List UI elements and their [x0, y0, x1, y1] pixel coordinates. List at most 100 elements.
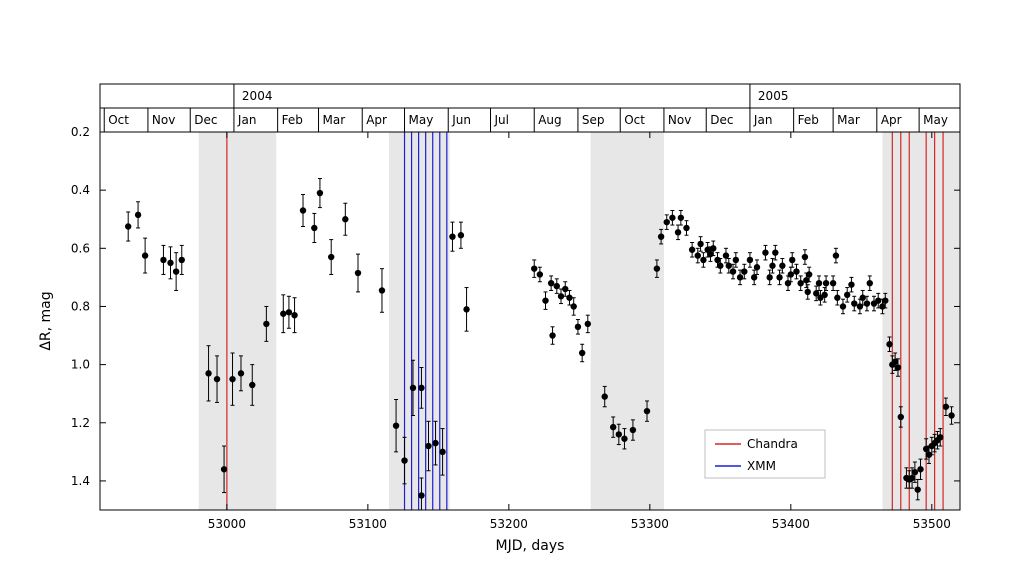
month-label: Jun	[451, 113, 471, 127]
data-point	[707, 251, 713, 257]
svg-text:53300: 53300	[631, 517, 669, 531]
data-point	[458, 232, 464, 238]
data-point	[221, 466, 227, 472]
data-point	[797, 280, 803, 286]
data-point	[697, 241, 703, 247]
data-point	[779, 263, 785, 269]
data-point	[788, 271, 794, 277]
month-label: May	[409, 113, 434, 127]
data-point	[723, 252, 729, 258]
month-label: Dec	[710, 113, 733, 127]
data-point	[898, 414, 904, 420]
data-point	[886, 341, 892, 347]
data-point	[895, 364, 901, 370]
shaded-region	[882, 132, 960, 510]
month-label: Jul	[494, 113, 509, 127]
data-point	[425, 443, 431, 449]
data-point	[214, 376, 220, 382]
data-point	[173, 268, 179, 274]
svg-text:0.2: 0.2	[71, 125, 90, 139]
data-point	[291, 312, 297, 318]
data-point	[379, 287, 385, 293]
legend-item-label: XMM	[747, 459, 776, 473]
data-point	[737, 274, 743, 280]
data-point	[844, 292, 850, 298]
data-point	[912, 469, 918, 475]
data-point	[879, 303, 885, 309]
data-point	[689, 247, 695, 253]
data-point	[710, 245, 716, 251]
data-point	[803, 277, 809, 283]
data-point	[317, 190, 323, 196]
data-point	[848, 281, 854, 287]
data-point	[311, 225, 317, 231]
data-point	[328, 254, 334, 260]
x-axis-label: MJD, days	[496, 538, 565, 554]
data-point	[602, 393, 608, 399]
data-point	[167, 260, 173, 266]
data-point	[238, 370, 244, 376]
month-label: Apr	[881, 113, 902, 127]
data-point	[882, 297, 888, 303]
data-point	[909, 475, 915, 481]
data-point	[579, 350, 585, 356]
data-point	[717, 263, 723, 269]
data-point	[805, 289, 811, 295]
data-point	[263, 321, 269, 327]
data-point	[393, 422, 399, 428]
month-label: Mar	[323, 113, 346, 127]
data-point	[439, 449, 445, 455]
data-point	[554, 283, 560, 289]
month-label: Jan	[237, 113, 257, 127]
data-point	[730, 268, 736, 274]
data-point	[766, 274, 772, 280]
data-point	[549, 332, 555, 338]
data-point	[342, 216, 348, 222]
data-point	[840, 303, 846, 309]
data-point	[401, 457, 407, 463]
data-point	[142, 252, 148, 258]
data-point	[654, 265, 660, 271]
data-point	[833, 252, 839, 258]
data-point	[747, 257, 753, 263]
data-point	[575, 324, 581, 330]
svg-text:0.4: 0.4	[71, 183, 90, 197]
data-point	[741, 268, 747, 274]
svg-text:53000: 53000	[208, 517, 246, 531]
y-axis-label: ΔR, mag	[38, 291, 54, 350]
data-point	[733, 257, 739, 263]
data-point	[867, 280, 873, 286]
data-point	[776, 274, 782, 280]
data-point	[548, 280, 554, 286]
data-point	[864, 300, 870, 306]
data-point	[644, 408, 650, 414]
data-point	[683, 225, 689, 231]
month-label: Feb	[282, 113, 303, 127]
month-label: Dec	[194, 113, 217, 127]
data-point	[789, 257, 795, 263]
data-point	[793, 268, 799, 274]
shaded-region	[199, 132, 277, 510]
data-point	[449, 233, 455, 239]
data-point	[630, 427, 636, 433]
data-point	[125, 223, 131, 229]
data-point	[860, 295, 866, 301]
data-point	[542, 297, 548, 303]
data-point	[669, 215, 675, 221]
data-point	[355, 270, 361, 276]
data-point	[585, 321, 591, 327]
data-point	[418, 492, 424, 498]
svg-text:1.0: 1.0	[71, 358, 90, 372]
data-point	[923, 446, 929, 452]
month-label: Mar	[837, 113, 860, 127]
year-label: 2005	[758, 89, 789, 103]
data-point	[432, 440, 438, 446]
data-point	[726, 263, 732, 269]
data-point	[751, 274, 757, 280]
data-point	[823, 280, 829, 286]
data-point	[714, 257, 720, 263]
shaded-region	[591, 132, 664, 510]
data-point	[205, 370, 211, 376]
svg-text:53200: 53200	[490, 517, 528, 531]
svg-text:53100: 53100	[349, 517, 387, 531]
